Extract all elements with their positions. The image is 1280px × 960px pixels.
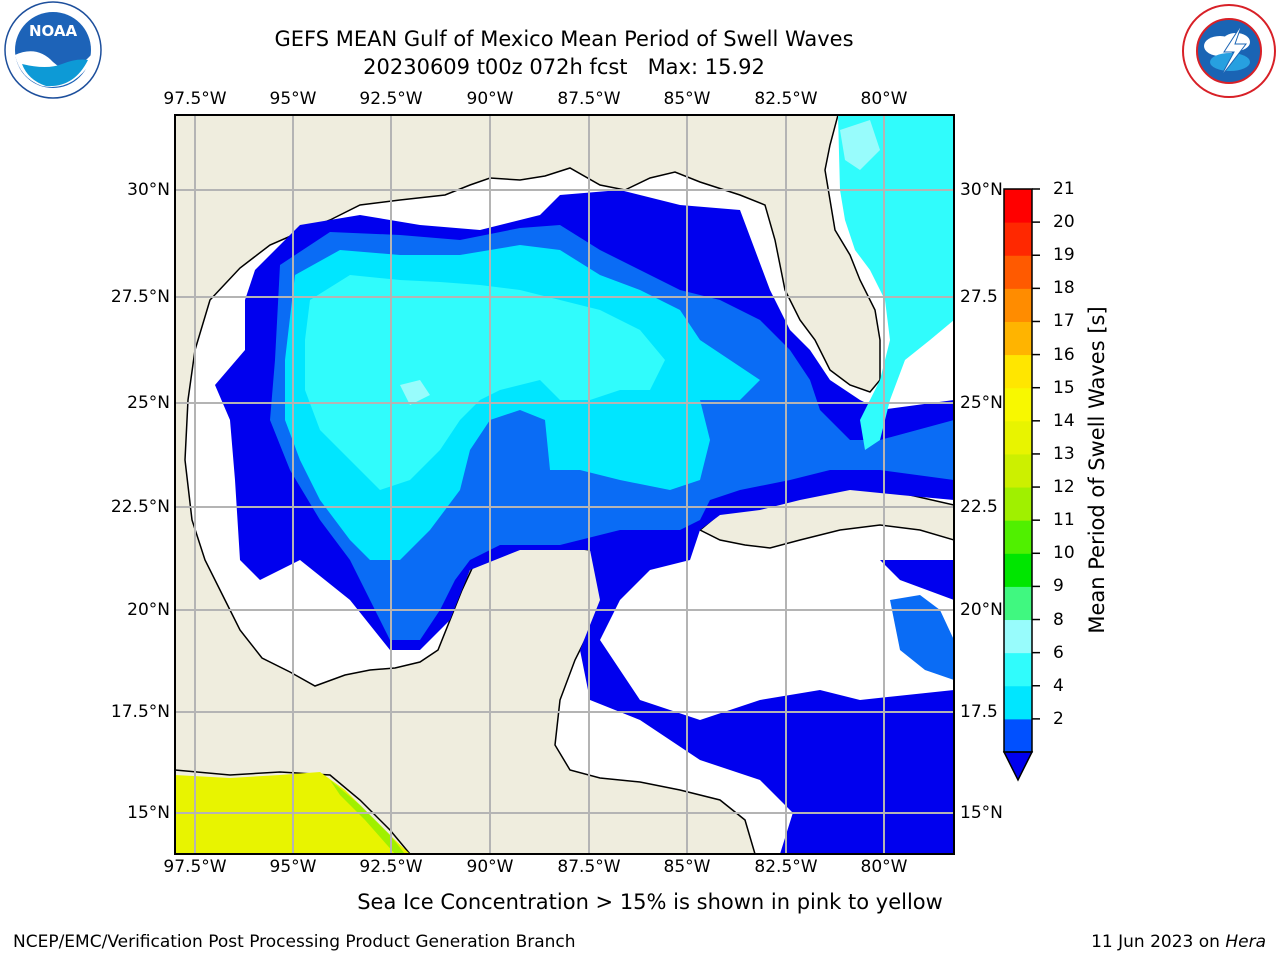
colorbar-label: 2 (1053, 708, 1064, 729)
colorbar-label: 6 (1053, 642, 1064, 663)
colorbar-label: 15 (1053, 377, 1075, 398)
colorbar-segment (1004, 387, 1032, 422)
caribbean-swell-patch (890, 595, 954, 680)
lon-label-top: 97.5°W (163, 89, 227, 109)
colorbar-label: 10 (1053, 543, 1075, 564)
noaa-logo: NOAA (4, 1, 102, 99)
lat-label-right: 22.5 (960, 497, 998, 517)
lon-label-top: 80°W (860, 89, 908, 109)
colorbar-label: 9 (1053, 576, 1064, 597)
colorbar-segment (1004, 288, 1032, 322)
lon-label-bottom: 90°W (466, 857, 514, 877)
colorbar-label: 11 (1053, 510, 1075, 531)
colorbar-segment (1004, 189, 1032, 223)
colorbar-label: 16 (1053, 344, 1075, 365)
lon-label-bottom: 80°W (860, 857, 908, 877)
colorbar-under-arrow (1002, 751, 1034, 782)
sea-ice-note: Sea Ice Concentration > 15% is shown in … (357, 890, 943, 914)
colorbar-segment (1004, 222, 1032, 256)
colorbar-segment (1004, 487, 1032, 521)
lon-label-bottom: 97.5°W (163, 857, 227, 877)
lat-label-left: 15°N (127, 803, 170, 823)
lon-label-top: 82.5°W (754, 89, 818, 109)
colorbar-label: 19 (1053, 245, 1075, 266)
lon-label-top: 90°W (466, 89, 514, 109)
lat-label-left: 22.5°N (110, 497, 170, 517)
lat-label-right: 27.5 (960, 287, 998, 307)
nws-logo (1182, 4, 1276, 98)
colorbar-segment (1004, 586, 1032, 621)
colorbar-segment (1004, 321, 1032, 356)
colorbar-segment (1004, 453, 1032, 488)
lat-label-right: 15°N (960, 803, 1003, 823)
lon-label-bottom: 85°W (663, 857, 711, 877)
atlantic-swell-cyan (838, 115, 954, 450)
colorbar-label: 14 (1053, 410, 1075, 431)
colorbar-segment (1004, 255, 1032, 289)
colorbar-label: 20 (1053, 212, 1075, 233)
lat-label-right: 30°N (960, 180, 1003, 200)
colorbar-segment (1004, 553, 1032, 587)
footer-date: 11 Jun 2023 on Hera (1091, 932, 1266, 952)
colorbar-segment (1004, 718, 1032, 753)
colorbar-segment (1004, 685, 1032, 720)
atlantic-swell-lightcyan (840, 120, 880, 170)
graticule (175, 115, 954, 854)
lat-label-left: 30°N (127, 180, 170, 200)
colorbar-segment (1004, 520, 1032, 554)
colorbar-segment (1004, 420, 1032, 455)
pacific-edge-green (330, 780, 405, 854)
colorbar-title: Mean Period of Swell Waves [s] (1085, 306, 1109, 634)
colorbar-segment (1004, 619, 1032, 654)
lon-label-bottom: 87.5°W (557, 857, 621, 877)
swell-6-8s-lightcyan (305, 275, 665, 490)
lat-label-right: 25°N (960, 393, 1003, 413)
lon-label-bottom: 95°W (269, 857, 317, 877)
colorbar-label: 17 (1053, 311, 1075, 332)
lon-label-top: 87.5°W (557, 89, 621, 109)
colorbar-label: 12 (1053, 477, 1075, 498)
colorbar-segment (1004, 354, 1032, 389)
lon-label-bottom: 82.5°W (754, 857, 818, 877)
lon-label-top: 92.5°W (359, 89, 423, 109)
swell-6-8s-patch (400, 380, 430, 405)
lon-label-top: 95°W (269, 89, 317, 109)
lon-label-top: 85°W (663, 89, 711, 109)
colorbar-segment (1004, 652, 1032, 687)
lat-label-left: 25°N (127, 393, 170, 413)
colorbar-label: 21 (1053, 179, 1075, 199)
lat-label-left: 27.5°N (110, 287, 170, 307)
colorbar-label: 13 (1053, 443, 1075, 464)
colorbar-label: 8 (1053, 609, 1064, 630)
map-frame (174, 114, 955, 855)
lon-label-bottom: 92.5°W (359, 857, 423, 877)
lat-label-right: 20°N (960, 600, 1003, 620)
lat-label-right: 17.5 (960, 702, 998, 722)
colorbar-label: 4 (1053, 675, 1064, 696)
footer-host: Hera (1225, 932, 1266, 952)
chart-subtitle: 20230609 t00z 072h fcst Max: 15.92 (363, 55, 765, 79)
chart-title: GEFS MEAN Gulf of Mexico Mean Period of … (274, 27, 854, 51)
footer-credit: NCEP/EMC/Verification Post Processing Pr… (13, 932, 576, 952)
lat-label-left: 17.5°N (110, 702, 170, 722)
svg-text:NOAA: NOAA (29, 22, 78, 40)
colorbar-frame (1003, 188, 1033, 753)
footer-date-text: 11 Jun 2023 on (1091, 932, 1226, 952)
lat-label-left: 20°N (127, 600, 170, 620)
colorbar-label: 18 (1053, 278, 1075, 299)
